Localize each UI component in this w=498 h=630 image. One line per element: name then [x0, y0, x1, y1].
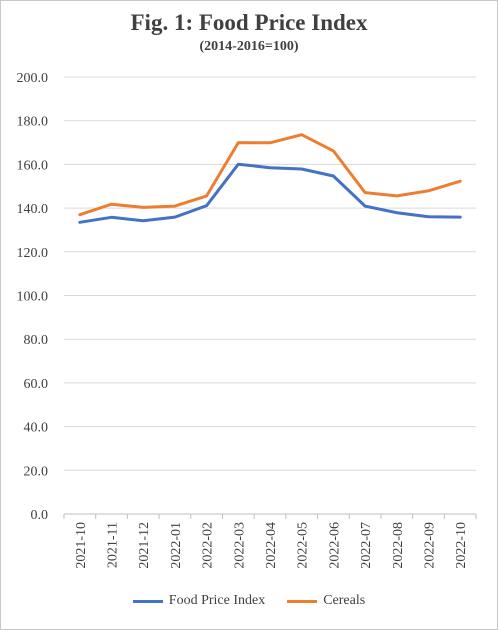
x-tick-label: 2021-11 — [106, 522, 121, 568]
x-tick-label: 2022-07 — [359, 522, 374, 569]
y-tick-label: 20.0 — [24, 464, 49, 479]
chart-subtitle: (2014-2016=100) — [199, 39, 299, 54]
y-tick-label: 140.0 — [17, 202, 49, 217]
y-tick-label: 0.0 — [31, 508, 49, 523]
legend-swatch-food-price-index — [132, 599, 163, 603]
legend-swatch-cereals — [287, 599, 318, 603]
x-tick-label: 2022-09 — [422, 522, 437, 569]
x-tick-label: 2022-03 — [232, 522, 247, 569]
x-tick-label: 2021-10 — [74, 522, 89, 569]
y-tick-label: 180.0 — [17, 115, 49, 130]
series-line-food-price-index — [78, 162, 462, 224]
x-tick-label: 2022-04 — [264, 522, 279, 569]
series-line-cereals — [78, 133, 462, 217]
y-tick-label: 200.0 — [17, 71, 49, 86]
y-tick-label: 100.0 — [17, 290, 49, 305]
x-tick-label: 2022-02 — [201, 522, 216, 569]
x-tick-label: 2022-01 — [169, 522, 184, 569]
legend-item-food-price-index: Food Price Index — [132, 593, 266, 609]
legend: Food Price Index Cereals — [0, 593, 498, 609]
x-tick-label: 2022-05 — [296, 522, 311, 569]
legend-item-cereals: Cereals — [287, 593, 365, 609]
y-tick-label: 40.0 — [24, 421, 49, 436]
x-tick-label: 2022-10 — [454, 522, 469, 569]
y-tick-label: 80.0 — [24, 333, 49, 348]
legend-label-food-price-index: Food Price Index — [168, 593, 266, 608]
x-tick-label: 2021-12 — [137, 522, 152, 569]
legend-label-cereals: Cereals — [323, 593, 366, 608]
y-tick-label: 120.0 — [17, 246, 49, 261]
x-tick-label: 2022-08 — [391, 522, 406, 569]
y-tick-label: 160.0 — [17, 158, 49, 173]
chart-title: Fig. 1: Food Price Index — [130, 10, 368, 35]
x-tick-label: 2022-06 — [327, 522, 342, 569]
y-tick-label: 60.0 — [24, 377, 49, 392]
